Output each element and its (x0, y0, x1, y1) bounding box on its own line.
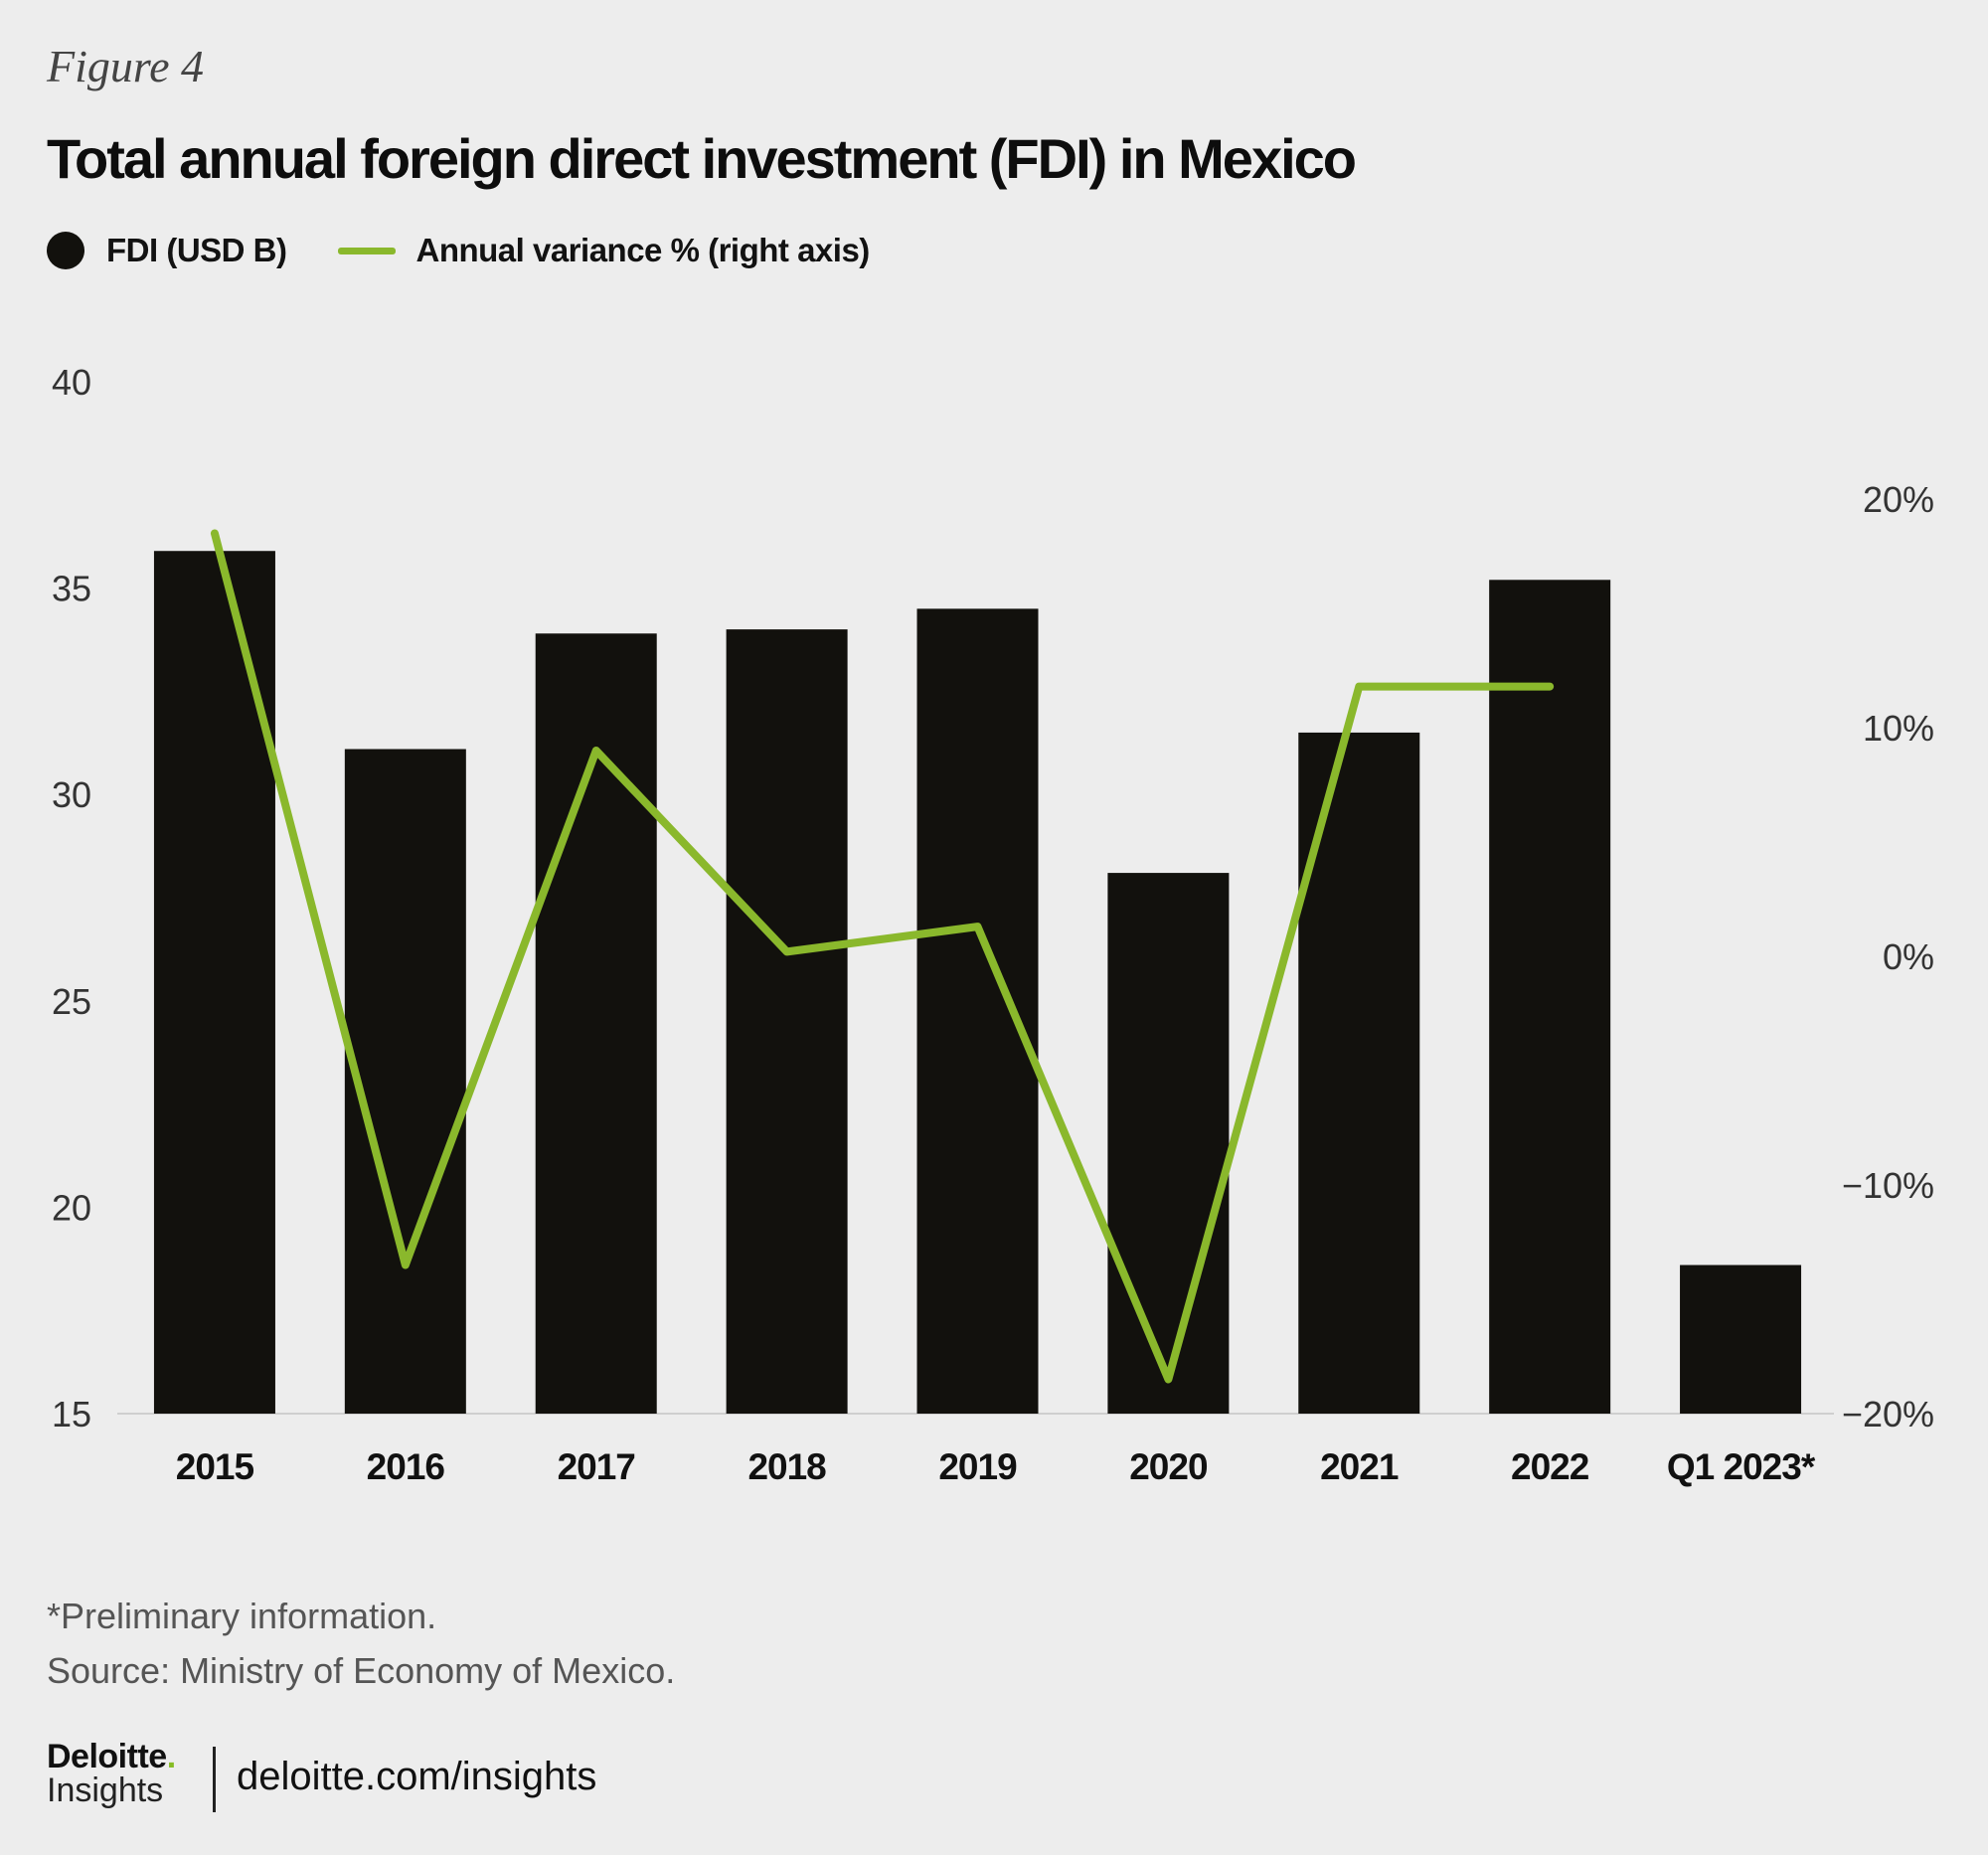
y-left-tick-label: 20 (52, 1187, 91, 1228)
insights-link[interactable]: deloitte.com/insights (237, 1755, 597, 1798)
fdi-bar (916, 608, 1039, 1414)
brand-period: . (166, 1738, 176, 1775)
x-tick-label: 2018 (747, 1446, 826, 1487)
fdi-bar (1107, 873, 1230, 1414)
y-left-tick-label: 25 (52, 981, 91, 1022)
legend-line-label: Annual variance % (right axis) (415, 232, 870, 268)
legend-bar-label: FDI (USD B) (106, 232, 287, 268)
brand-divider (213, 1747, 216, 1812)
brand-sub: Insights (47, 1771, 164, 1809)
fdi-bar (535, 633, 657, 1414)
figure-label: Figure 4 (47, 41, 204, 91)
x-tick-label: 2022 (1511, 1446, 1589, 1487)
fdi-bar (1680, 1265, 1802, 1414)
legend-bar-swatch (47, 232, 84, 269)
chart-title: Total annual foreign direct investment (… (47, 127, 1357, 190)
deloitte-logo: Deloitte. Insights (47, 1740, 176, 1807)
fdi-bar (344, 749, 466, 1414)
y-right-tick-label: −20% (1842, 1394, 1934, 1434)
legend-line-swatch (338, 247, 397, 254)
y-left-tick-label: 40 (52, 362, 91, 403)
x-tick-label: 2019 (938, 1446, 1017, 1487)
y-right-tick-label: 10% (1863, 708, 1934, 749)
x-tick-label: 2017 (558, 1446, 635, 1487)
y-right-tick-label: 0% (1883, 936, 1934, 977)
x-tick-label: 2015 (176, 1446, 254, 1487)
fdi-bar (153, 551, 275, 1414)
y-left-tick-label: 30 (52, 774, 91, 815)
y-right-tick-label: 20% (1863, 479, 1934, 520)
variance-line (210, 529, 1555, 1384)
x-tick-label: Q1 2023* (1667, 1446, 1816, 1487)
x-tick-label: 2016 (367, 1446, 445, 1487)
legend: FDI (USD B) Annual variance % (right axi… (47, 232, 870, 269)
fdi-bar (1489, 580, 1611, 1414)
y-left-tick-label: 15 (52, 1394, 91, 1434)
footnote-preliminary: *Preliminary information. (47, 1596, 437, 1636)
y-right-tick-label: −10% (1842, 1165, 1934, 1206)
y-left-tick-label: 35 (52, 569, 91, 609)
brand-name: Deloitte (47, 1738, 167, 1775)
footnote-source: Source: Ministry of Economy of Mexico. (47, 1650, 676, 1691)
x-tick-label: 2021 (1320, 1446, 1399, 1487)
fdi-bar (726, 629, 848, 1414)
x-tick-label: 2020 (1129, 1446, 1208, 1487)
